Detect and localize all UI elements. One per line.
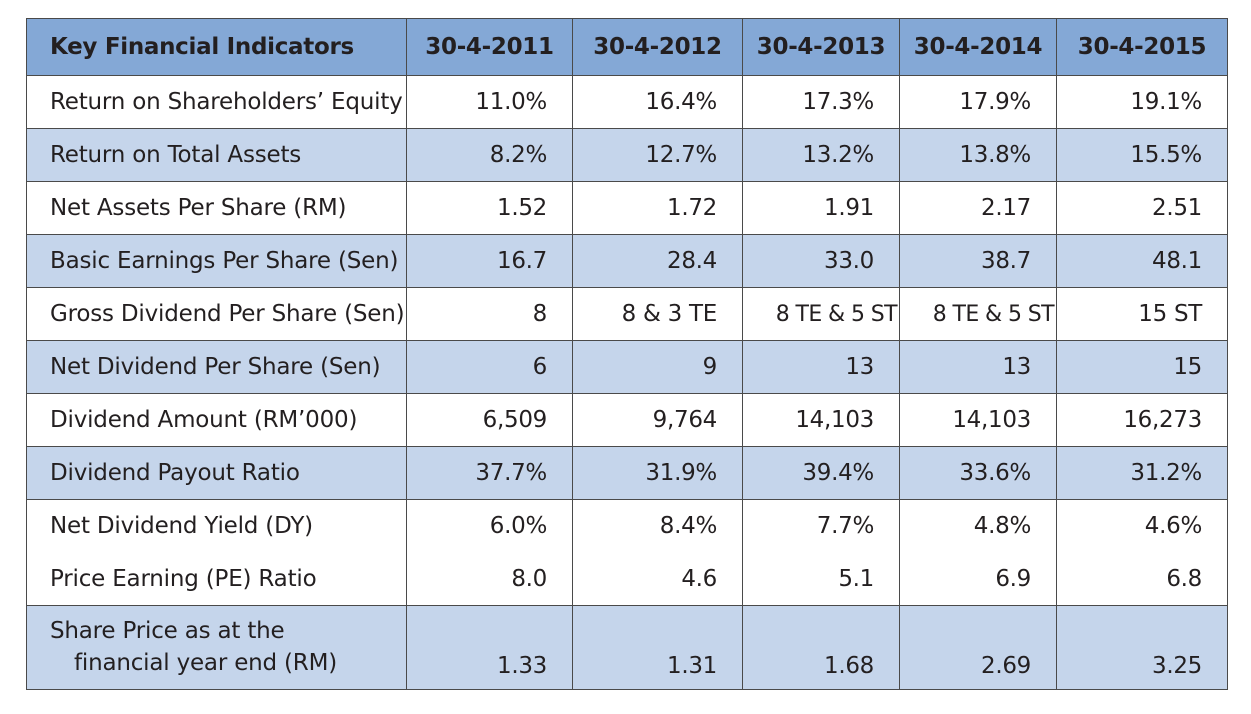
table-header: Key Financial Indicators 30-4-2011 30-4-… xyxy=(26,18,1228,76)
header-2014: 30-4-2014 xyxy=(899,18,1057,76)
table-row-dividend-amount: Dividend Amount (RM’000) 6,509 9,764 14,… xyxy=(26,393,1228,447)
table-row-share-price: Share Price as at the financial year end… xyxy=(26,605,1228,690)
cell-2015: 31.2% xyxy=(1056,446,1228,500)
cell-2012: 9,764 xyxy=(572,393,743,447)
cell-2011: 8 xyxy=(406,287,573,341)
header-row: Key Financial Indicators 30-4-2011 30-4-… xyxy=(26,18,1228,76)
cell-2012: 8 & 3 TE xyxy=(572,287,743,341)
cell-2015: 15 ST xyxy=(1056,287,1228,341)
row-label: Return on Shareholders’ Equity xyxy=(26,75,407,129)
header-2015: 30-4-2015 xyxy=(1056,18,1228,76)
cell-2013: 13 xyxy=(742,340,900,394)
cell-2011: 16.7 xyxy=(406,234,573,288)
cell-2011: 8.2% xyxy=(406,128,573,182)
key-financial-indicators-table: Key Financial Indicators 30-4-2011 30-4-… xyxy=(26,18,1228,690)
cell-2014: 8 TE & 5 ST xyxy=(899,287,1057,341)
table-row-return-on-total-assets: Return on Total Assets 8.2% 12.7% 13.2% … xyxy=(26,128,1228,182)
cell-2012: 4.6 xyxy=(572,552,743,606)
table-body: Return on Shareholders’ Equity 11.0% 16.… xyxy=(26,75,1228,690)
table-row-gross-dividend-per-share: Gross Dividend Per Share (Sen) 8 8 & 3 T… xyxy=(26,287,1228,341)
cell-2011: 6.0% xyxy=(406,499,573,553)
cell-2014: 17.9% xyxy=(899,75,1057,129)
cell-2011: 6 xyxy=(406,340,573,394)
cell-2013: 17.3% xyxy=(742,75,900,129)
row-label: Dividend Amount (RM’000) xyxy=(26,393,407,447)
table-row-dividend-payout-ratio: Dividend Payout Ratio 37.7% 31.9% 39.4% … xyxy=(26,446,1228,500)
cell-2014: 13.8% xyxy=(899,128,1057,182)
cell-2012: 1.31 xyxy=(572,605,743,690)
cell-2013: 7.7% xyxy=(742,499,900,553)
cell-2012: 9 xyxy=(572,340,743,394)
cell-2013: 8 TE & 5 ST xyxy=(742,287,900,341)
cell-2014: 6.9 xyxy=(899,552,1057,606)
header-2012: 30-4-2012 xyxy=(572,18,743,76)
header-key-financial-indicators: Key Financial Indicators xyxy=(26,18,407,76)
header-2011: 30-4-2011 xyxy=(406,18,573,76)
row-label: Gross Dividend Per Share (Sen) xyxy=(26,287,407,341)
cell-2014: 2.69 xyxy=(899,605,1057,690)
cell-2012: 12.7% xyxy=(572,128,743,182)
cell-2015: 15 xyxy=(1056,340,1228,394)
cell-2012: 1.72 xyxy=(572,181,743,235)
cell-2012: 16.4% xyxy=(572,75,743,129)
cell-2013: 33.0 xyxy=(742,234,900,288)
cell-2011: 6,509 xyxy=(406,393,573,447)
cell-2013: 1.91 xyxy=(742,181,900,235)
row-label-line-2: financial year end (RM) xyxy=(74,650,337,676)
cell-2011: 1.33 xyxy=(406,605,573,690)
cell-2015: 2.51 xyxy=(1056,181,1228,235)
cell-2014: 14,103 xyxy=(899,393,1057,447)
cell-2013: 1.68 xyxy=(742,605,900,690)
cell-2013: 14,103 xyxy=(742,393,900,447)
row-label-line-1: Share Price as at the xyxy=(50,618,285,644)
cell-2011: 8.0 xyxy=(406,552,573,606)
cell-2012: 31.9% xyxy=(572,446,743,500)
cell-2013: 13.2% xyxy=(742,128,900,182)
row-label: Net Dividend Per Share (Sen) xyxy=(26,340,407,394)
row-label: Return on Total Assets xyxy=(26,128,407,182)
row-label: Basic Earnings Per Share (Sen) xyxy=(26,234,407,288)
cell-2015: 15.5% xyxy=(1056,128,1228,182)
cell-2012: 28.4 xyxy=(572,234,743,288)
cell-2015: 16,273 xyxy=(1056,393,1228,447)
cell-2014: 4.8% xyxy=(899,499,1057,553)
header-2013: 30-4-2013 xyxy=(742,18,900,76)
cell-2011: 1.52 xyxy=(406,181,573,235)
cell-2015: 3.25 xyxy=(1056,605,1228,690)
cell-2014: 33.6% xyxy=(899,446,1057,500)
row-label: Net Assets Per Share (RM) xyxy=(26,181,407,235)
cell-2015: 6.8 xyxy=(1056,552,1228,606)
cell-2012: 8.4% xyxy=(572,499,743,553)
table-row-basic-earnings-per-share: Basic Earnings Per Share (Sen) 16.7 28.4… xyxy=(26,234,1228,288)
row-label: Dividend Payout Ratio xyxy=(26,446,407,500)
cell-2015: 4.6% xyxy=(1056,499,1228,553)
table-row-net-assets-per-share: Net Assets Per Share (RM) 1.52 1.72 1.91… xyxy=(26,181,1228,235)
cell-2011: 37.7% xyxy=(406,446,573,500)
table-row-net-dividend-yield: Net Dividend Yield (DY) 6.0% 8.4% 7.7% 4… xyxy=(26,499,1228,553)
cell-2014: 38.7 xyxy=(899,234,1057,288)
cell-2014: 2.17 xyxy=(899,181,1057,235)
table-row-price-earning-ratio: Price Earning (PE) Ratio 8.0 4.6 5.1 6.9… xyxy=(26,552,1228,606)
cell-2011: 11.0% xyxy=(406,75,573,129)
row-label: Price Earning (PE) Ratio xyxy=(26,552,407,606)
row-label: Share Price as at the financial year end… xyxy=(26,605,407,690)
cell-2015: 48.1 xyxy=(1056,234,1228,288)
cell-2013: 5.1 xyxy=(742,552,900,606)
table-row-return-on-shareholders-equity: Return on Shareholders’ Equity 11.0% 16.… xyxy=(26,75,1228,129)
cell-2015: 19.1% xyxy=(1056,75,1228,129)
cell-2014: 13 xyxy=(899,340,1057,394)
table-row-net-dividend-per-share: Net Dividend Per Share (Sen) 6 9 13 13 1… xyxy=(26,340,1228,394)
row-label: Net Dividend Yield (DY) xyxy=(26,499,407,553)
cell-2013: 39.4% xyxy=(742,446,900,500)
